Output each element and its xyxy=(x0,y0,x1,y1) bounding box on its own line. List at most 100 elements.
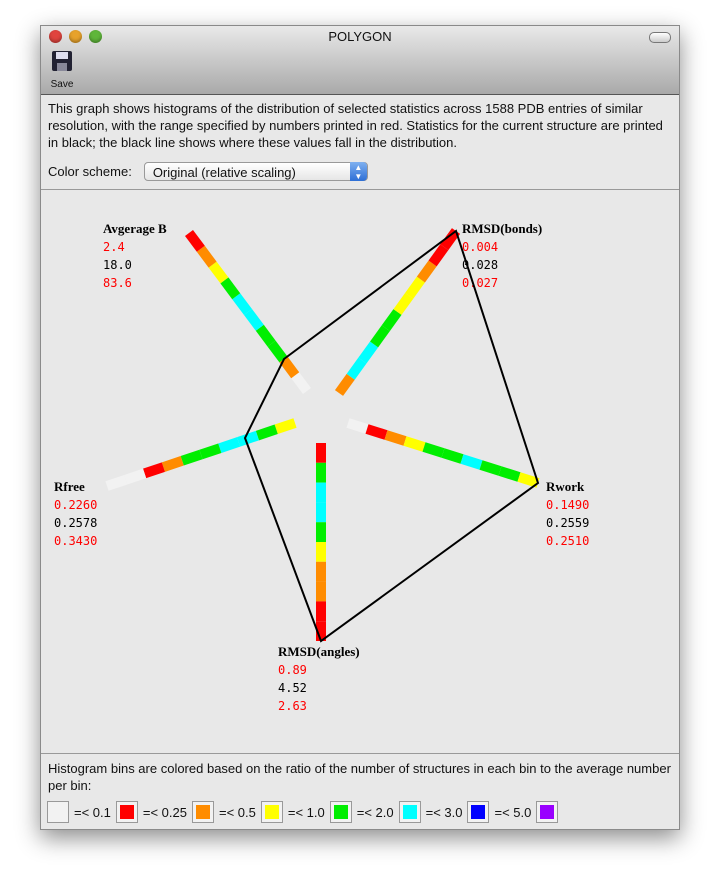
histogram-bin xyxy=(199,443,222,460)
axis-current-value: 4.52 xyxy=(278,681,307,695)
swatch-fill xyxy=(333,805,348,819)
axis-label: RMSD(bonds) xyxy=(462,221,542,236)
histogram-bin xyxy=(381,309,402,332)
current-structure-polygon xyxy=(243,229,540,643)
legend-threshold-label: =< 5.0 xyxy=(494,804,532,820)
histogram-bin xyxy=(105,474,128,491)
axis-max-value: 83.6 xyxy=(103,276,132,290)
toolbar-toggle-button[interactable] xyxy=(649,32,671,43)
legend-threshold-label: =< 0.5 xyxy=(218,804,256,820)
histogram-bin xyxy=(124,468,147,485)
axis-label: RMSD(angles) xyxy=(278,644,360,659)
histogram-bin xyxy=(218,437,241,453)
histogram-bin xyxy=(384,430,407,446)
histogram-bin xyxy=(393,292,414,315)
histogram-bin xyxy=(422,442,445,458)
axis-max-value: 0.2510 xyxy=(546,534,589,548)
legend-threshold-label: =< 0.1 xyxy=(74,804,111,820)
color-scheme-select[interactable]: Original (relative scaling) ▲ ▼ xyxy=(143,162,368,181)
title-bar: POLYGON Save xyxy=(41,26,679,95)
polygon-window: POLYGON Save This graph shows histograms… xyxy=(40,25,680,830)
swatch-fill xyxy=(119,805,134,819)
axis-min-value: 0.004 xyxy=(462,240,498,254)
histogram-bin xyxy=(441,448,464,464)
histogram-bin xyxy=(334,373,355,396)
save-button[interactable]: Save xyxy=(49,50,75,90)
swatch-fill xyxy=(471,805,486,819)
axis-current-value: 0.2578 xyxy=(54,516,97,530)
histogram-bin xyxy=(196,245,217,268)
histogram-bin xyxy=(255,424,278,441)
axis-label: Avgerage B xyxy=(103,221,167,236)
legend-swatch-red xyxy=(115,801,138,823)
histogram-bin xyxy=(479,460,502,476)
save-label: Save xyxy=(50,79,74,90)
legend-bins: =< 0.1 =< 0.25 =< 0.5 =< 1.0 =< 2.0 =< 3.0 =< … xyxy=(47,801,559,823)
swatch-fill xyxy=(264,805,279,819)
axis-max-value: 0.3430 xyxy=(54,534,97,548)
swatch-fill xyxy=(51,805,65,819)
histogram-bin xyxy=(358,341,379,364)
legend-threshold-label: =< 1.0 xyxy=(287,804,325,820)
axis-label: Rwork xyxy=(546,479,585,494)
axis-max-value: 2.63 xyxy=(278,699,307,713)
legend-swatch-purple xyxy=(536,801,559,823)
legend-text: Histogram bins are colored based on the … xyxy=(48,761,671,793)
swatch-fill xyxy=(402,805,417,819)
histogram-bin xyxy=(498,466,521,482)
histogram-bin xyxy=(184,230,205,252)
axis-min-value: 0.1490 xyxy=(546,498,589,512)
histogram-bin xyxy=(161,456,184,472)
color-scheme-label: Color scheme: xyxy=(48,164,132,179)
legend-threshold-label: =< 3.0 xyxy=(425,804,463,820)
legend-swatch-green xyxy=(329,801,352,823)
window-title: POLYGON xyxy=(328,29,392,44)
histogram-bin xyxy=(243,309,264,331)
histogram-bin xyxy=(180,449,203,466)
legend-threshold-label: =< 0.25 xyxy=(142,804,187,820)
legend-swatch-cyan xyxy=(398,801,421,823)
histogram-bin xyxy=(405,276,425,299)
histogram-bin xyxy=(220,277,241,300)
close-button[interactable] xyxy=(49,30,62,43)
swatch-fill xyxy=(195,805,210,819)
select-arrows-icon: ▲ ▼ xyxy=(349,162,367,181)
histogram-bin xyxy=(346,418,369,434)
histogram-bin xyxy=(403,436,426,452)
legend-swatch-orange xyxy=(191,801,214,823)
floppy-disk-icon xyxy=(52,51,72,71)
legend-swatch-white xyxy=(47,801,69,823)
histogram-bin xyxy=(440,228,461,251)
axis-current-value: 18.0 xyxy=(103,258,132,272)
histogram-bin xyxy=(346,357,367,380)
legend-threshold-label: =< 2.0 xyxy=(356,804,394,820)
swatch-fill xyxy=(540,805,555,819)
histogram-bin xyxy=(370,325,390,348)
histogram-bin xyxy=(143,462,165,479)
histogram-bin xyxy=(208,261,229,284)
histogram-bin xyxy=(255,324,276,347)
histogram-bin xyxy=(237,430,259,447)
histogram-bin xyxy=(365,424,388,440)
axis-current-value: 0.028 xyxy=(462,258,498,272)
histogram-bin xyxy=(460,454,483,470)
color-scheme-value: Original (relative scaling) xyxy=(152,165,296,180)
minimize-button[interactable] xyxy=(69,30,82,43)
histogram-bin xyxy=(517,472,540,488)
histogram-bin xyxy=(279,356,300,379)
axis-min-value: 0.2260 xyxy=(54,498,97,512)
description-text: This graph shows histograms of the distr… xyxy=(48,101,663,150)
polygon-plot: Avgerage B 2.4 18.0 83.6 RMSD(bonds) 0.004 0.0… xyxy=(54,221,589,713)
histogram-bin xyxy=(291,372,312,394)
axis-current-value: 0.2559 xyxy=(546,516,589,530)
histogram-bin xyxy=(274,418,297,435)
histogram-bin xyxy=(232,293,253,315)
axis-min-value: 2.4 xyxy=(103,240,125,254)
histogram-bin xyxy=(416,260,437,283)
legend-swatch-blue xyxy=(467,801,490,823)
axis-max-value: 0.027 xyxy=(462,276,498,290)
legend-swatch-yellow xyxy=(260,801,283,823)
histogram-bin xyxy=(267,340,288,363)
description-panel: This graph shows histograms of the distr… xyxy=(41,94,679,190)
zoom-button[interactable] xyxy=(89,30,102,43)
